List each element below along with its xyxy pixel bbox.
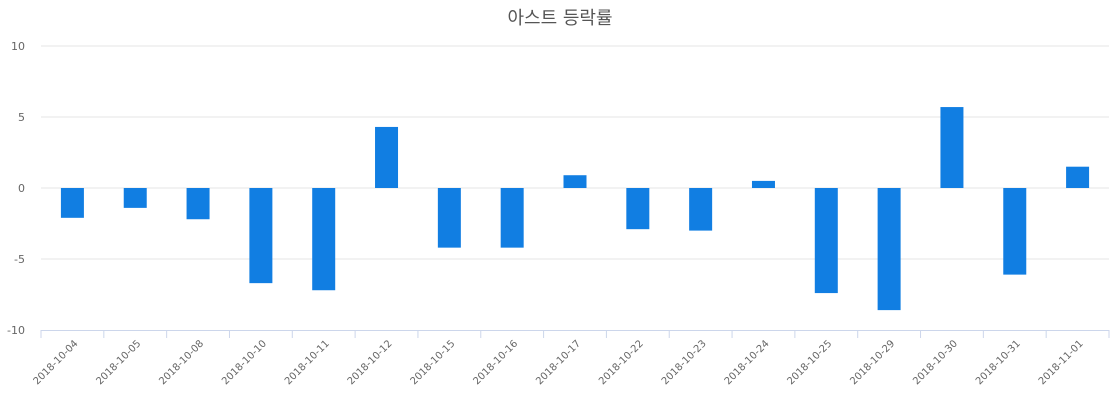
x-tick-label: 2018-10-05 [94,338,143,387]
x-tick-label: 2018-10-04 [32,338,81,387]
bar[interactable] [1003,188,1027,275]
bar[interactable] [186,188,210,220]
x-tick-label: 2018-11-01 [1037,338,1086,387]
bar[interactable] [123,188,147,208]
x-tick-label: 2018-10-16 [471,338,520,387]
x-tick-label: 2018-10-17 [534,338,583,387]
bar[interactable] [249,188,273,284]
bars [60,107,1090,311]
x-tick-label: 2018-10-23 [660,338,709,387]
y-tick-label: 10 [11,40,25,53]
y-tick-label: 5 [18,111,25,124]
x-tick-label: 2018-10-12 [346,338,395,387]
bar[interactable] [375,126,399,188]
x-tick-label: 2018-10-22 [597,338,646,387]
bar[interactable] [437,188,461,248]
bar[interactable] [563,175,587,188]
bar[interactable] [500,188,524,248]
x-tick-label: 2018-10-24 [723,338,772,387]
x-tick-label: 2018-10-25 [786,338,835,387]
x-tick-label: 2018-10-10 [220,338,269,387]
chart-title: 아스트 등락률 [507,8,612,29]
bar[interactable] [626,188,650,230]
bar[interactable] [877,188,901,311]
y-axis-ticks: 10 5 0 -5 -10 [7,40,25,337]
x-tick-label: 2018-10-08 [157,338,206,387]
x-tick-label: 2018-10-30 [911,338,960,387]
x-tick-label: 2018-10-11 [283,338,332,387]
bar[interactable] [689,188,713,231]
y-tick-label: -5 [14,253,25,266]
y-tick-label: 0 [18,182,25,195]
y-tick-label: -10 [7,324,25,337]
bar[interactable] [60,188,84,218]
x-axis: 2018-10-04 2018-10-05 2018-10-08 2018-10-10… [32,330,1110,387]
bar[interactable] [751,180,775,188]
x-tick-label: 2018-10-15 [409,338,458,387]
bar[interactable] [940,107,964,188]
bar[interactable] [312,188,336,291]
x-tick-label: 2018-10-29 [848,338,897,387]
bar[interactable] [1066,166,1090,188]
x-tick-label: 2018-10-31 [974,338,1023,387]
bar[interactable] [814,188,838,294]
